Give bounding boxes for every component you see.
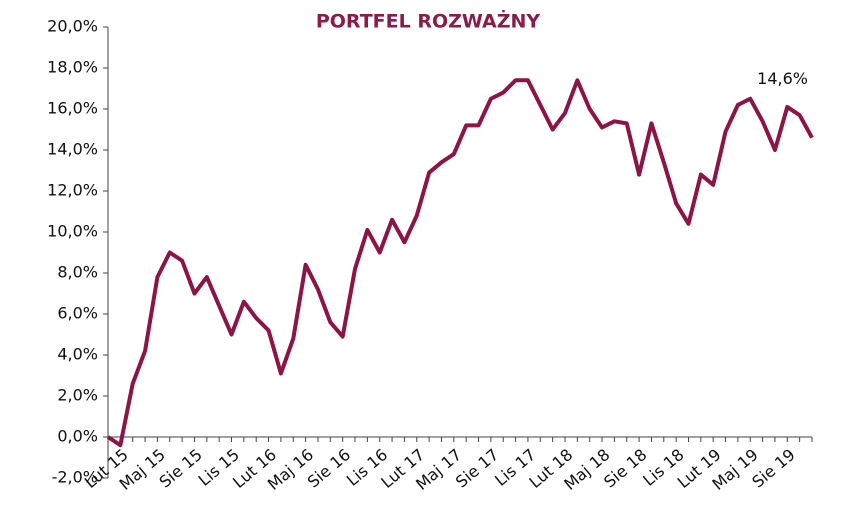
- x-tick-label: Sie 17: [452, 445, 502, 492]
- y-tick-label: 6,0%: [57, 304, 98, 323]
- x-tick-label: Sie 19: [748, 445, 798, 492]
- y-tick-label: 16,0%: [47, 99, 98, 118]
- y-tick-label: 12,0%: [47, 181, 98, 200]
- x-tick-label: Sie 15: [155, 445, 205, 492]
- line-series: [106, 78, 814, 448]
- y-tick-label: 4,0%: [57, 345, 98, 364]
- x-tick-label: Sie 16: [304, 445, 354, 492]
- y-tick-label: 20,0%: [47, 17, 98, 36]
- y-tick-label: 0,0%: [57, 427, 98, 446]
- y-tick-label: 8,0%: [57, 263, 98, 282]
- y-tick-label: 14,0%: [47, 140, 98, 159]
- y-tick-label: -2,0%: [52, 468, 98, 487]
- data-label: 14,6%: [757, 69, 808, 88]
- y-tick-label: 18,0%: [47, 58, 98, 77]
- chart-title: PORTFEL ROZWAŻNY: [316, 9, 541, 33]
- y-tick-label: 10,0%: [47, 222, 98, 241]
- y-tick-label: 2,0%: [57, 386, 98, 405]
- x-tick-label: Sie 18: [600, 445, 650, 492]
